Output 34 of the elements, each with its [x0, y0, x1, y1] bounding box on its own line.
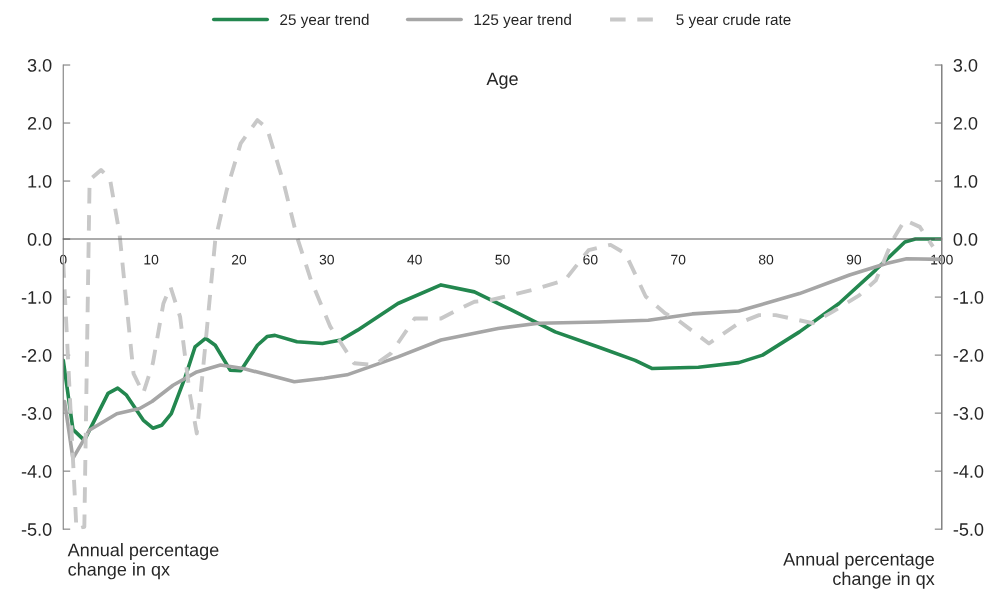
x-tick-label: 60	[583, 254, 598, 265]
x-tick-label: 10	[144, 254, 159, 265]
y2-tick-label: 3.0	[953, 58, 978, 72]
y-tick-label: 1.0	[28, 174, 52, 188]
text: Annual percentage change in qx	[783, 552, 935, 589]
y2-tick-label: -1.0	[953, 291, 984, 304]
x-tick-label: 40	[407, 254, 422, 265]
x-tick-label: 50	[495, 254, 510, 265]
x-tick-label: 90	[846, 254, 862, 265]
x-tick-label: 80	[758, 254, 774, 265]
y2-tick-label: 2.0	[953, 116, 978, 130]
y-tick-label: 2.0	[27, 116, 52, 130]
y-tick-label: -1.0	[21, 291, 52, 304]
y-tick-label: -3.0	[21, 407, 52, 420]
y2-tick-label: 1.0	[954, 174, 978, 188]
y2-tick-label: -5.0	[953, 523, 984, 536]
x-tick-label: 30	[319, 254, 334, 265]
x-tick-label: 20	[231, 254, 247, 265]
y-tick-label: -4.0	[21, 465, 52, 478]
legend-label: 25 year trend	[280, 13, 369, 29]
y2-tick-label: -2.0	[953, 349, 984, 362]
legend-label: 125 year trend	[474, 13, 571, 29]
y-tick-label: 3.0	[27, 58, 52, 72]
y2-tick-label: -3.0	[953, 407, 984, 420]
y-tick-label: -5.0	[21, 523, 52, 536]
y-tick-label: 0.0	[27, 233, 52, 246]
y-tick-label: -2.0	[21, 349, 52, 362]
x-tick-label: 70	[671, 254, 686, 265]
legend-label: 5 year crude rate	[676, 13, 791, 29]
y2-tick-label: -4.0	[953, 465, 984, 478]
text: Annual percentage change in qx	[67, 543, 219, 580]
x-axis-title: Age	[486, 72, 518, 89]
y2-tick-label: 0.0	[953, 233, 978, 246]
x-tick-label: 0	[59, 254, 67, 265]
